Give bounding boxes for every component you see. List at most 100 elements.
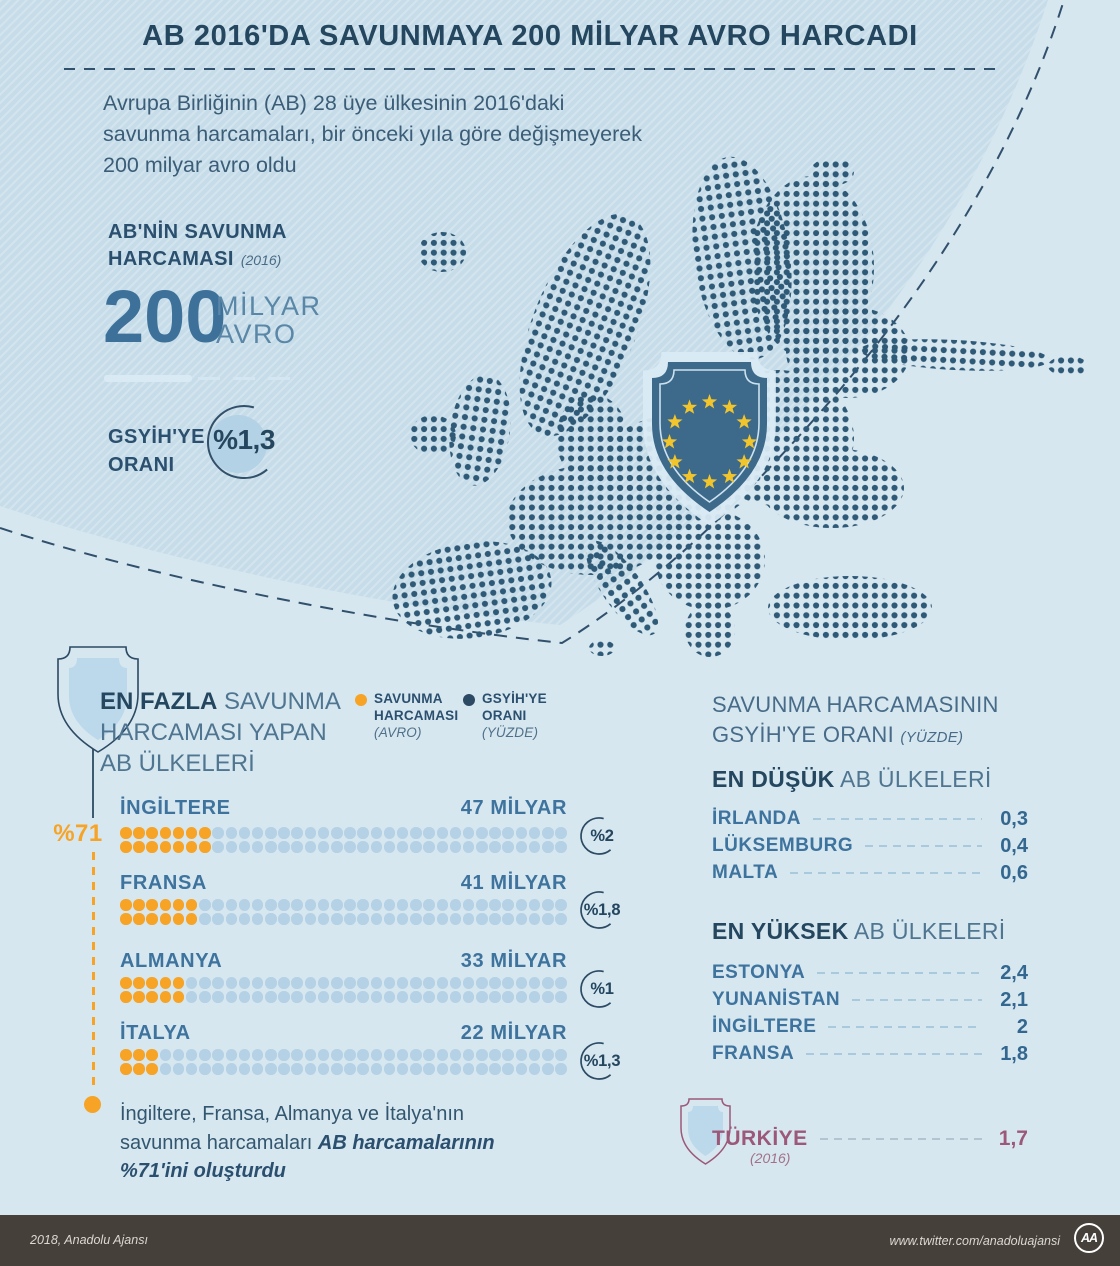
spending-dot-filled [120,913,132,925]
spending-dot-filled [133,977,145,989]
spending-dot-empty [370,899,383,911]
spending-dot-empty [331,1049,343,1061]
spending-dot-empty [383,977,396,989]
spending-dot-empty [423,899,435,911]
spending-dot-empty [238,913,251,925]
spending-dot-empty [555,827,567,839]
spending-dot-empty [344,1063,356,1075]
spending-dot-empty [212,841,224,853]
spending-dot-empty [199,1063,211,1075]
spending-dot-empty [291,1063,303,1075]
dot-bar-line [120,841,567,853]
spending-dot-empty [317,827,330,839]
spending-dot-filled [146,1049,158,1061]
spending-dot-empty [317,899,330,911]
spending-dot-filled [172,841,185,853]
spending-dot-empty [331,991,343,1003]
spending-dot-filled [146,899,158,911]
ratio-row: İNGİLTERE 2 [712,1015,1028,1038]
spending-dot-empty [436,977,448,989]
spending-dot-empty [449,977,462,989]
leader-line [852,999,982,1001]
spending-dot-empty [555,1049,567,1061]
spending-dot-empty [396,841,409,853]
country-name: İNGİLTERE [120,797,231,819]
spending-dot-filled [185,913,198,925]
spending-dot-filled [120,841,132,853]
country-name: ALMANYA [120,950,223,972]
spending-dot-empty [423,991,435,1003]
spending-dot-filled [146,827,158,839]
spending-dot-filled [120,991,132,1003]
ratio-section-title: SAVUNMA HARCAMASININ GSYİH'YE ORANI (YÜZ… [712,692,999,747]
spending-dot-empty [542,991,554,1003]
spending-dot-empty [357,827,369,839]
dot-bar-line [120,1063,567,1075]
spending-dot-empty [462,841,475,853]
spending-dot-empty [476,827,488,839]
footer-twitter-link[interactable]: www.twitter.com/anadoluajansi [889,1234,1060,1248]
spending-dot-empty [185,977,198,989]
spending-dot-empty [436,827,448,839]
spending-dot-empty [291,827,303,839]
kpi-label: AB'NİN SAVUNMA HARCAMASI (2016) [108,219,287,274]
spending-dot-empty [225,899,237,911]
spending-dot-empty [278,991,290,1003]
spending-dot-empty [331,827,343,839]
spending-dot-empty [225,841,237,853]
spending-dot-empty [251,899,264,911]
shield-inner-line [659,369,760,503]
spending-dot-empty [251,991,264,1003]
spending-dot-empty [528,913,541,925]
spending-dot-filled [172,899,185,911]
spending-dot-empty [357,913,369,925]
pct71-endpoint-dot [84,1096,101,1113]
spending-dot-filled [146,913,158,925]
turkey-year: (2016) [750,1150,791,1166]
lowest-heading: EN DÜŞÜK AB ÜLKELERİ [712,766,992,792]
spending-dot-filled [133,1063,145,1075]
intro-text: Avrupa Birliğinin (AB) 28 üye ülkesinin … [103,88,642,181]
spending-dot-empty [357,1049,369,1061]
spending-dot-empty [291,991,303,1003]
spending-dot-empty [344,841,356,853]
spending-dot-empty [278,1063,290,1075]
spending-dot-empty [436,1063,448,1075]
europe-dot-map [392,156,1088,657]
spending-dot-empty [502,991,514,1003]
spending-dot-empty [304,977,317,989]
shield-body [652,362,767,512]
leader-line [865,845,982,847]
spending-dot-empty [317,991,330,1003]
spending-dot-empty [383,1049,396,1061]
spending-dot-empty [515,1049,528,1061]
spending-dot-empty [251,913,264,925]
spending-dot-empty [423,977,435,989]
spending-dot-empty [344,913,356,925]
spending-dot-empty [238,899,251,911]
spending-dot-empty [278,977,290,989]
spending-dot-empty [357,841,369,853]
dot-bar [120,1049,567,1078]
spending-dot-empty [317,913,330,925]
spending-dot-empty [410,827,422,839]
spending-dot-empty [449,1049,462,1061]
spending-dot-empty [528,977,541,989]
spending-dot-empty [357,977,369,989]
spending-dot-empty [476,991,488,1003]
dot-bar-line [120,991,567,1003]
spending-dot-empty [304,1049,317,1061]
spending-dot-empty [357,991,369,1003]
spending-dot-filled [172,913,185,925]
spending-dot-empty [383,913,396,925]
spending-dot-empty [449,991,462,1003]
spending-dot-empty [542,977,554,989]
kpi-underline-dashes [198,377,290,380]
eu-star-icon [681,468,698,484]
spending-dot-filled [185,899,198,911]
spending-dot-empty [304,899,317,911]
spending-dot-empty [410,899,422,911]
spending-dot-empty [185,991,198,1003]
footer-credit: 2018, Anadolu Ajansı [30,1233,148,1247]
spending-dot-empty [212,1049,224,1061]
